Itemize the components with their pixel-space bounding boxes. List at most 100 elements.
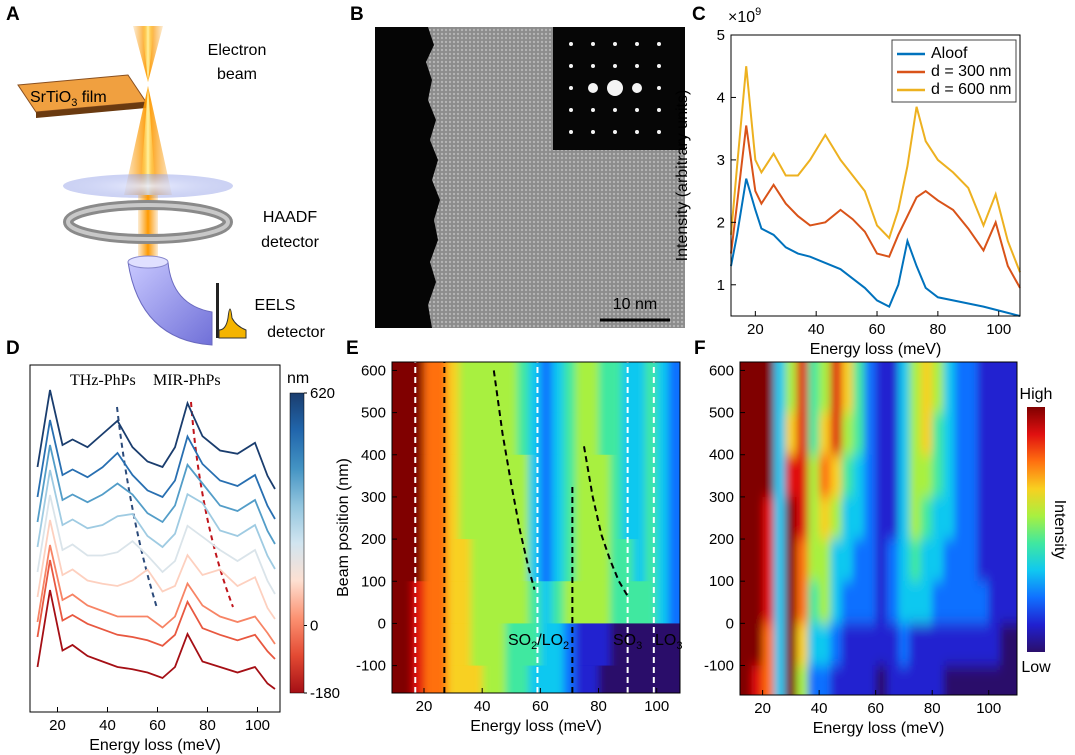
panel-b-image <box>375 27 685 328</box>
heatmap-cell <box>586 665 600 693</box>
panel-a-diagram <box>17 26 247 346</box>
heatmap-cell <box>392 362 413 414</box>
heatmap-cell <box>505 581 518 625</box>
heatmap-cell <box>424 412 437 456</box>
heatmap-cell <box>920 539 933 582</box>
text-part: SO <box>508 632 531 649</box>
heatmap-cell <box>493 581 507 625</box>
heatmap-cell <box>505 623 518 667</box>
heatmap-cell <box>412 539 425 582</box>
diffraction-spot <box>591 130 595 134</box>
x-tick-label: 60 <box>149 717 166 734</box>
heatmap-cell <box>864 454 877 498</box>
heatmap-cell <box>435 362 448 414</box>
heatmap-cell <box>740 454 752 498</box>
heatmap-cell <box>540 454 553 498</box>
heatmap-cell <box>796 496 809 540</box>
colorbar <box>1027 407 1045 652</box>
axis-multiplier: ×109 <box>728 6 761 26</box>
heatmap-cell <box>807 623 820 667</box>
text-part: SrTiO <box>30 89 71 106</box>
heatmap-cell <box>830 362 843 414</box>
legend-label: Aloof <box>931 45 968 62</box>
heatmap-cell <box>493 412 507 456</box>
heatmap-cell <box>785 623 798 667</box>
heatmap-cell <box>785 581 798 624</box>
heatmap-cell <box>920 362 933 414</box>
x-tick-label: 20 <box>416 698 433 715</box>
heatmap-cell <box>505 665 518 693</box>
heatmap-cell <box>773 454 786 498</box>
spectrum-line <box>36 389 276 490</box>
heatmap-cell <box>458 454 472 498</box>
heatmap-cell <box>898 496 911 540</box>
heatmap-cell <box>412 362 425 414</box>
heatmap-cell <box>943 623 956 667</box>
heatmap-cell <box>841 539 854 582</box>
heatmap-cell <box>517 454 530 498</box>
panel-label: B <box>350 4 364 25</box>
heatmap-cell <box>954 539 967 582</box>
heatmap-cell <box>621 412 635 456</box>
x-tick-label: 80 <box>930 321 947 338</box>
guide-line <box>116 406 158 609</box>
heatmap-cell <box>773 362 786 414</box>
diffraction-spot <box>588 83 598 93</box>
heatmap-cell <box>886 496 899 540</box>
heatmap-cell <box>552 454 565 498</box>
heatmap-cell <box>841 665 854 695</box>
heatmap-cell <box>740 665 752 695</box>
heatmap-cell <box>875 581 888 624</box>
heatmap-cell <box>517 539 530 582</box>
heatmap-clip <box>740 362 1017 695</box>
heatmap-cell <box>633 362 646 414</box>
diffraction-spot <box>607 80 623 96</box>
plot-frame <box>29 364 281 713</box>
annotation: THz-PhPs <box>70 372 136 389</box>
heatmap-cell <box>740 539 752 582</box>
heatmap-cell <box>785 454 798 498</box>
heatmap-cell <box>954 454 967 498</box>
heatmap-cell <box>575 362 588 414</box>
heatmap-cell <box>482 454 495 498</box>
heatmap-cell <box>563 412 576 456</box>
heatmap-cell <box>575 454 588 498</box>
heatmap-cell <box>841 362 854 414</box>
x-axis-label: Energy loss (meV) <box>470 718 602 735</box>
heatmap-cell <box>586 412 600 456</box>
heatmap-cell <box>886 362 899 414</box>
text-part: 3 <box>71 97 77 109</box>
diffraction-spot <box>569 130 573 134</box>
heatmap-cell <box>954 623 967 667</box>
heatmap-cell <box>598 496 611 540</box>
spectrum-line <box>36 419 276 520</box>
heatmap-cell <box>988 454 1001 498</box>
heatmap-cell <box>528 496 541 540</box>
heatmap-cell <box>943 362 956 414</box>
heatmap-cell <box>830 623 843 667</box>
heatmap-cell <box>505 539 518 582</box>
heatmap-cell <box>864 623 877 667</box>
heatmap-cell <box>482 362 495 414</box>
heatmap-cell <box>864 665 877 695</box>
heatmap-cell <box>920 454 933 498</box>
heatmap-cell <box>668 412 680 456</box>
heatmap-cell <box>796 362 809 414</box>
heatmap-cell <box>447 496 460 540</box>
heatmap-cell <box>1000 412 1017 456</box>
heatmap-cell <box>392 539 413 582</box>
heatmap-cell <box>563 623 576 667</box>
heatmap-cell <box>875 539 888 582</box>
heatmap-cell <box>898 581 911 624</box>
heatmap-cell <box>540 539 553 582</box>
x-tick-label: 100 <box>245 717 270 734</box>
heatmap-cell <box>966 623 979 667</box>
heatmap-cell <box>762 665 775 695</box>
heatmap-cell <box>886 581 899 624</box>
diffraction-spot <box>613 108 617 112</box>
text-part: LO <box>655 632 676 649</box>
diffraction-spot <box>613 130 617 134</box>
diffraction-spot <box>569 86 573 90</box>
diffraction-spot <box>569 108 573 112</box>
heatmap-cell <box>392 496 413 540</box>
